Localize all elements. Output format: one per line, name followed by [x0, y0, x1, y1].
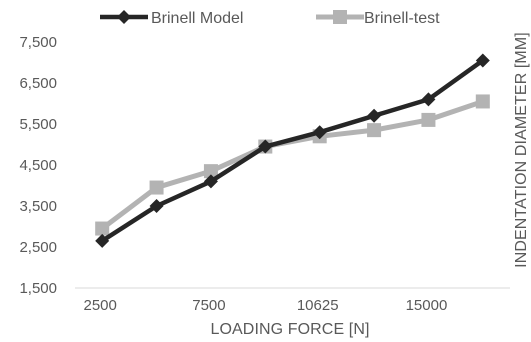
- data-point-diamond: [475, 53, 490, 68]
- y-tick-label: 7,500: [19, 34, 57, 51]
- x-tick-label: 7500: [192, 297, 225, 314]
- legend-item: Brinell Model: [100, 10, 243, 27]
- x-tick-label: 10625: [297, 297, 339, 314]
- x-axis-title: LOADING FORCE [N]: [210, 321, 369, 338]
- data-point-diamond: [367, 108, 382, 123]
- series-layer: [95, 53, 490, 248]
- series-brinell-test: [95, 94, 490, 236]
- data-point-square: [475, 94, 490, 109]
- data-point-diamond: [95, 233, 110, 248]
- y-tick-label: 5,500: [19, 116, 57, 133]
- data-point-square: [367, 123, 382, 138]
- data-point-square: [421, 112, 436, 127]
- data-point-diamond: [312, 125, 327, 140]
- data-point-square: [149, 180, 164, 195]
- x-tick-label: 15000: [406, 297, 448, 314]
- y-tick-label: 2,500: [19, 239, 57, 256]
- y-tick-label: 6,500: [19, 75, 57, 92]
- y-tick-label: 1,500: [19, 280, 57, 297]
- y-axis-title: INDENTATION DIAMETER [MM]: [513, 32, 530, 268]
- legend-label: Brinell-test: [364, 10, 440, 27]
- y-tick-label: 3,500: [19, 198, 57, 215]
- x-axis: 2500 7500 10625 15000: [75, 287, 510, 314]
- y-tick-label: 4,500: [19, 157, 57, 174]
- data-point-square: [95, 221, 110, 236]
- data-point-diamond: [203, 174, 218, 189]
- y-axis-ticks: 1,500 2,500 3,500 4,500 5,500 6,500 7,500: [19, 34, 57, 297]
- legend-marker-square: [333, 10, 347, 24]
- series-line: [100, 58, 485, 243]
- data-point-diamond: [149, 199, 164, 213]
- data-point-square: [203, 164, 218, 179]
- legend: Brinell Model Brinell-test: [100, 10, 440, 27]
- legend-marker-diamond: [117, 10, 131, 24]
- legend-label: Brinell Model: [151, 10, 243, 27]
- x-tick-label: 2500: [84, 297, 117, 314]
- data-point-diamond: [421, 92, 436, 107]
- data-point-diamond: [258, 139, 273, 154]
- series-brinell-model: [95, 53, 490, 248]
- legend-item: Brinell-test: [316, 10, 440, 27]
